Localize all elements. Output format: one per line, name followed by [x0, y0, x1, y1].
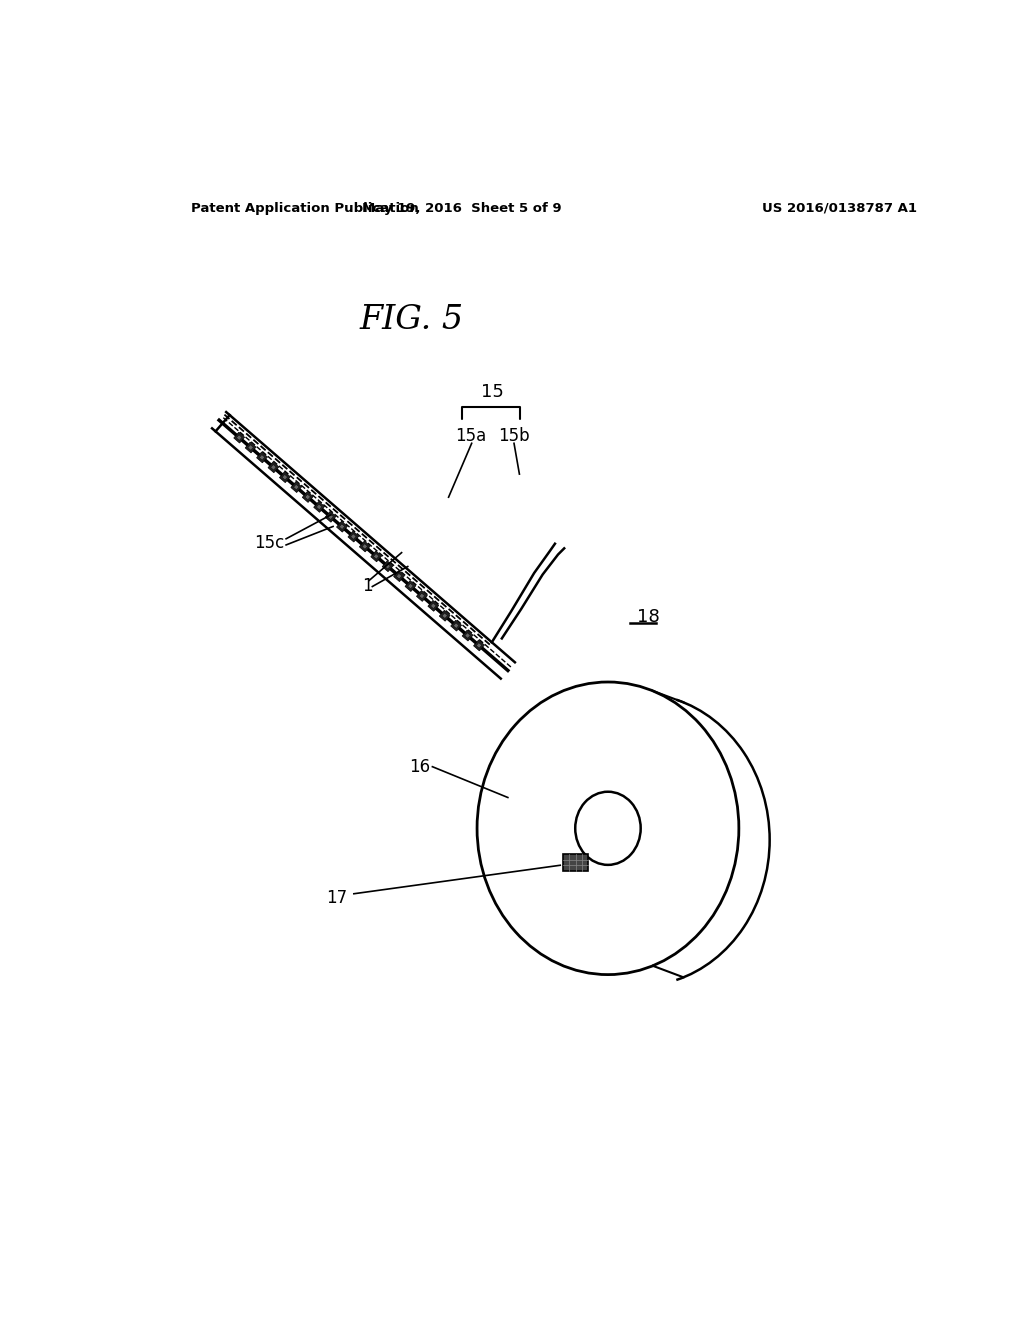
Polygon shape — [408, 583, 414, 589]
Polygon shape — [325, 511, 336, 523]
Polygon shape — [268, 462, 279, 473]
Polygon shape — [417, 590, 427, 602]
Polygon shape — [393, 570, 404, 582]
Polygon shape — [374, 553, 379, 560]
Polygon shape — [473, 640, 484, 651]
Text: 17: 17 — [327, 888, 347, 907]
Polygon shape — [431, 603, 436, 609]
Polygon shape — [291, 482, 302, 492]
Polygon shape — [465, 632, 470, 639]
Polygon shape — [371, 550, 382, 562]
Text: 15: 15 — [481, 383, 504, 401]
Polygon shape — [396, 573, 401, 579]
Text: Patent Application Publication: Patent Application Publication — [190, 202, 419, 215]
Text: FIG. 5: FIG. 5 — [359, 304, 464, 337]
Polygon shape — [245, 442, 256, 453]
Polygon shape — [419, 593, 425, 599]
Polygon shape — [339, 524, 345, 529]
Text: 15b: 15b — [499, 426, 529, 445]
Text: 15c: 15c — [254, 535, 285, 552]
Polygon shape — [462, 630, 473, 642]
Polygon shape — [257, 451, 267, 463]
Polygon shape — [313, 502, 325, 512]
Polygon shape — [442, 612, 447, 619]
Polygon shape — [406, 581, 416, 591]
Polygon shape — [259, 454, 265, 461]
Text: US 2016/0138787 A1: US 2016/0138787 A1 — [762, 202, 916, 215]
Polygon shape — [270, 465, 276, 470]
Text: 18: 18 — [637, 607, 659, 626]
Polygon shape — [233, 432, 245, 444]
Polygon shape — [382, 561, 393, 572]
Polygon shape — [283, 474, 288, 480]
Text: 16: 16 — [409, 758, 430, 776]
Polygon shape — [385, 564, 390, 569]
Polygon shape — [337, 521, 347, 532]
Polygon shape — [328, 513, 333, 520]
Polygon shape — [359, 541, 371, 552]
Polygon shape — [454, 623, 459, 628]
Polygon shape — [428, 601, 438, 611]
Polygon shape — [451, 620, 462, 631]
Polygon shape — [348, 531, 358, 543]
Polygon shape — [439, 610, 451, 622]
Polygon shape — [302, 491, 313, 503]
Text: May 19, 2016  Sheet 5 of 9: May 19, 2016 Sheet 5 of 9 — [361, 202, 561, 215]
Polygon shape — [305, 494, 310, 500]
Polygon shape — [248, 445, 253, 450]
Polygon shape — [316, 504, 322, 510]
Polygon shape — [280, 471, 290, 483]
Polygon shape — [350, 533, 356, 540]
Polygon shape — [563, 854, 588, 871]
Text: 15a: 15a — [456, 426, 486, 445]
Text: 1: 1 — [362, 577, 373, 595]
Polygon shape — [294, 484, 299, 490]
Polygon shape — [476, 643, 481, 648]
Polygon shape — [362, 544, 368, 549]
Polygon shape — [237, 434, 242, 441]
